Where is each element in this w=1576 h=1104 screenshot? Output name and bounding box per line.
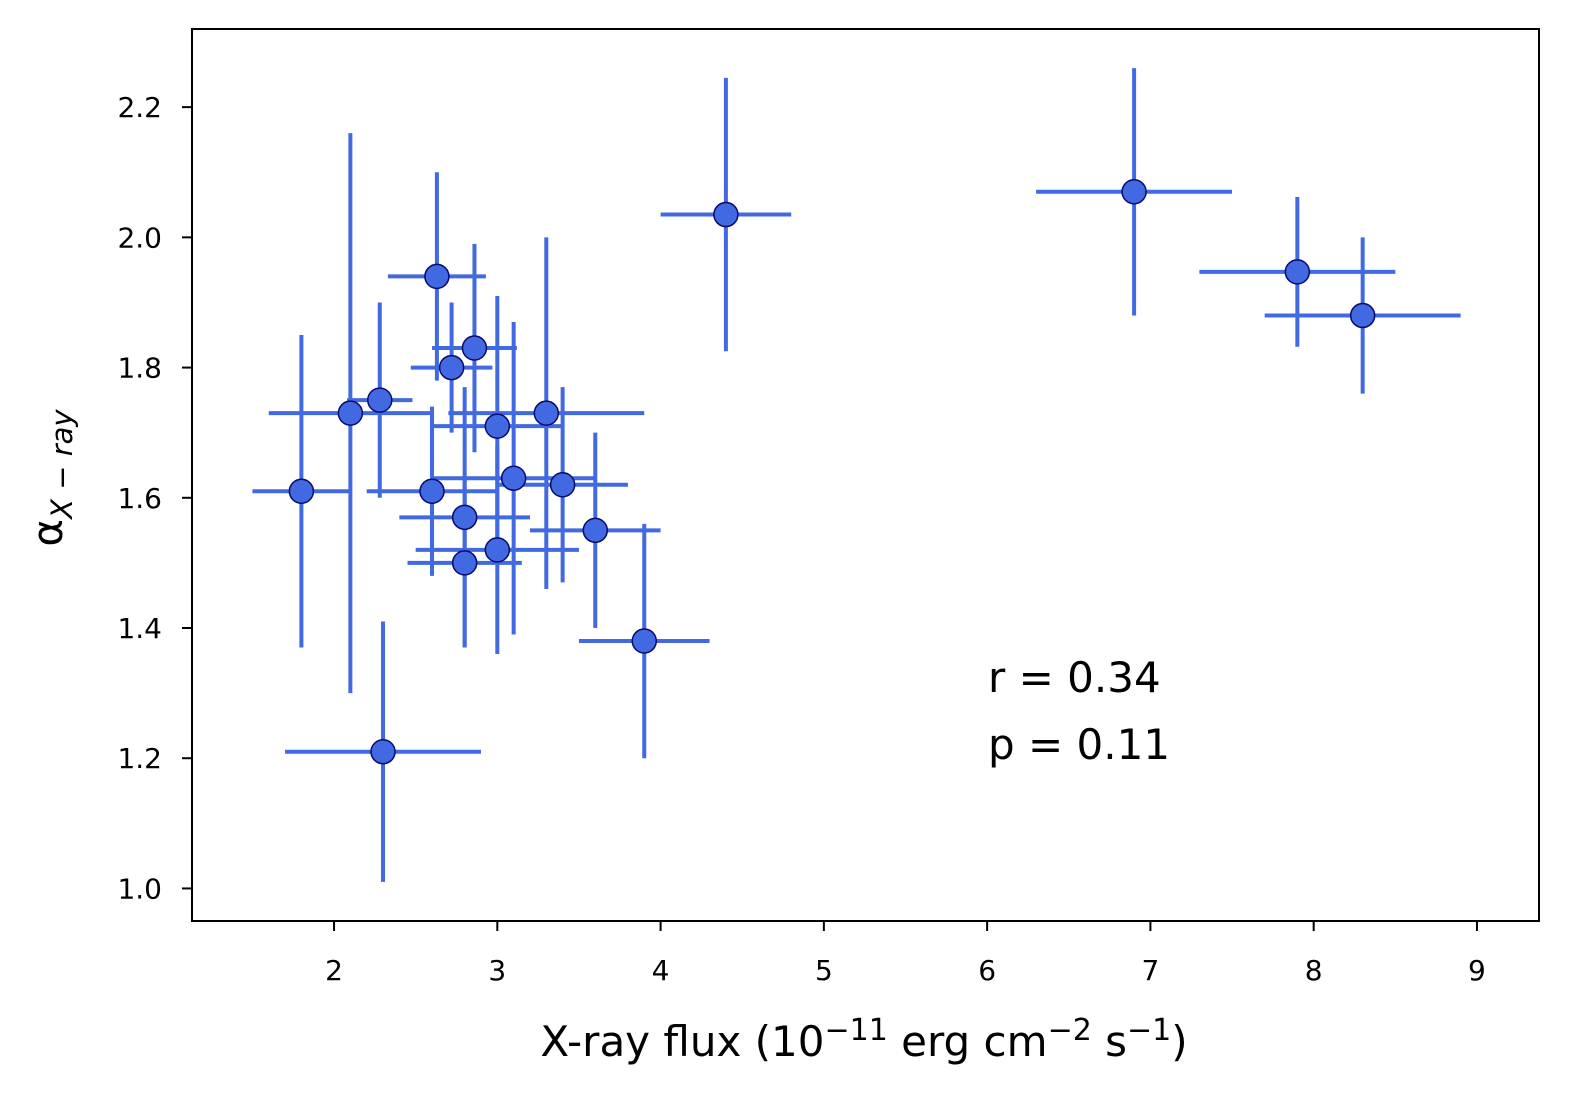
data-point-2 — [367, 387, 393, 413]
y-tick-label-2: 1.4 — [117, 612, 162, 645]
points-layer — [288, 179, 1376, 765]
y-tick-label-6: 2.2 — [117, 91, 162, 124]
data-point-3 — [370, 738, 396, 765]
data-point-19 — [1284, 259, 1311, 285]
x-axis-label-mid2: s — [1092, 1017, 1127, 1066]
data-point-12 — [500, 465, 527, 492]
x-tick-label-4: 6 — [978, 954, 996, 987]
x-tick-label-5: 7 — [1141, 954, 1159, 987]
x-axis-label-mid: erg cm — [888, 1017, 1048, 1066]
x-axis-ticks: 2 3 4 5 6 7 8 9 — [325, 921, 1486, 987]
y-axis-ticks: 1.0 1.2 1.4 1.6 1.8 2.0 2.2 — [117, 91, 192, 905]
data-point-1 — [337, 400, 364, 426]
data-point-10 — [484, 413, 511, 439]
y-tick-label-3: 1.6 — [117, 482, 162, 515]
y-axis-label: αX − ray — [23, 409, 79, 547]
y-tick-label-1: 1.2 — [117, 742, 162, 775]
data-point-20 — [1349, 302, 1376, 329]
y-tick-label-4: 1.8 — [117, 352, 162, 385]
x-axis-label: X-ray flux (10−11 erg cm−2 s−1) — [540, 1013, 1187, 1066]
x-tick-label-6: 8 — [1305, 954, 1323, 987]
x-tick-label-3: 5 — [815, 954, 833, 987]
x-axis-label-end: ) — [1171, 1017, 1187, 1066]
y-tick-label-5: 2.0 — [117, 221, 162, 254]
x-axis-label-exp2: −2 — [1048, 1013, 1092, 1048]
data-point-18 — [1121, 179, 1147, 205]
y-axis-label-subscript: X − ray — [45, 409, 79, 521]
plot-frame — [191, 28, 1540, 922]
x-tick-label-2: 4 — [652, 954, 670, 987]
data-point-11 — [484, 537, 511, 563]
data-point-0 — [288, 478, 315, 505]
x-tick-label-0: 2 — [325, 954, 343, 987]
data-point-9 — [461, 335, 488, 361]
data-point-16 — [631, 628, 658, 654]
data-point-7 — [451, 504, 478, 531]
y-axis-label-symbol: α — [23, 519, 72, 547]
x-tick-label-7: 9 — [1468, 954, 1486, 987]
x-tick-label-1: 3 — [488, 954, 506, 987]
data-point-4 — [419, 478, 445, 505]
annotation-r: r = 0.34 — [988, 653, 1161, 702]
x-axis-label-exp1: −11 — [825, 1013, 888, 1048]
y-tick-label-0: 1.0 — [117, 872, 162, 905]
x-axis-label-exp3: −1 — [1127, 1013, 1171, 1048]
data-point-15 — [582, 517, 609, 544]
data-point-14 — [549, 472, 576, 498]
x-axis-label-main: X-ray flux (10 — [540, 1017, 824, 1066]
data-point-17 — [713, 201, 739, 228]
data-point-6 — [438, 354, 465, 381]
data-point-5 — [424, 263, 450, 290]
data-point-8 — [451, 550, 478, 576]
data-point-13 — [533, 400, 560, 426]
annotation-p: p = 0.11 — [988, 720, 1170, 769]
